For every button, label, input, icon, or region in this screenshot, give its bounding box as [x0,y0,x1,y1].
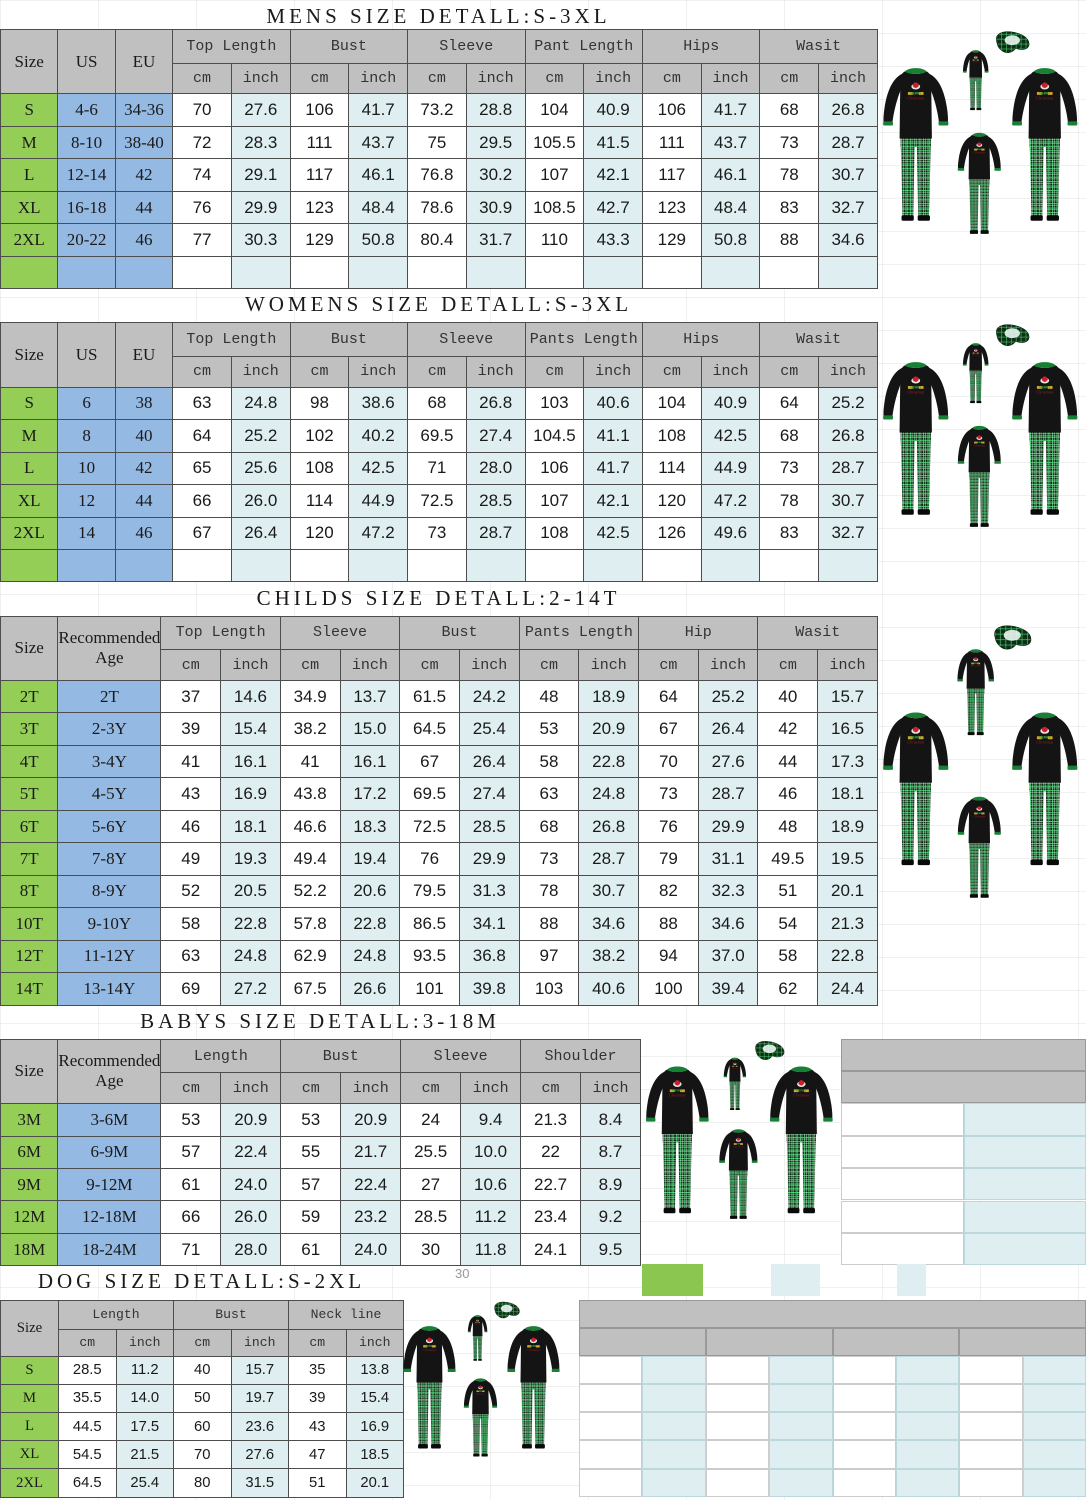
svg-text:Christmas: Christmas [907,96,924,101]
svg-text:Christmas: Christmas [973,815,984,818]
svg-text:MERRY: MERRY [672,1089,683,1093]
svg-text:Christmas: Christmas [733,1145,743,1148]
svg-text:MERRY: MERRY [796,1089,807,1093]
svg-text:Christmas: Christmas [1037,389,1054,394]
svg-text:Christmas: Christmas [907,740,924,745]
svg-text:Christmas: Christmas [907,389,924,394]
svg-text:Christmas: Christmas [973,445,984,448]
svg-text:MERRY: MERRY [975,443,983,445]
svg-text:MERRY: MERRY [975,813,983,815]
svg-text:Christmas: Christmas [1037,96,1054,101]
svg-text:MERRY: MERRY [1039,92,1051,96]
svg-text:Christmas: Christmas [669,1093,686,1098]
svg-text:MERRY: MERRY [910,385,922,389]
svg-text:MERRY: MERRY [910,736,922,740]
svg-text:MERRY: MERRY [910,92,922,96]
svg-text:Christmas: Christmas [423,1348,437,1352]
svg-text:Christmas: Christmas [1037,740,1054,745]
svg-text:MERRY: MERRY [1039,736,1051,740]
svg-text:Christmas: Christmas [973,152,984,155]
svg-text:Christmas: Christmas [526,1348,540,1352]
svg-text:Christmas: Christmas [970,665,980,668]
svg-text:MERRY: MERRY [975,149,983,151]
svg-text:Christmas: Christmas [793,1093,810,1098]
svg-text:MERRY: MERRY [1039,385,1051,389]
svg-text:MERRY: MERRY [735,1143,742,1145]
